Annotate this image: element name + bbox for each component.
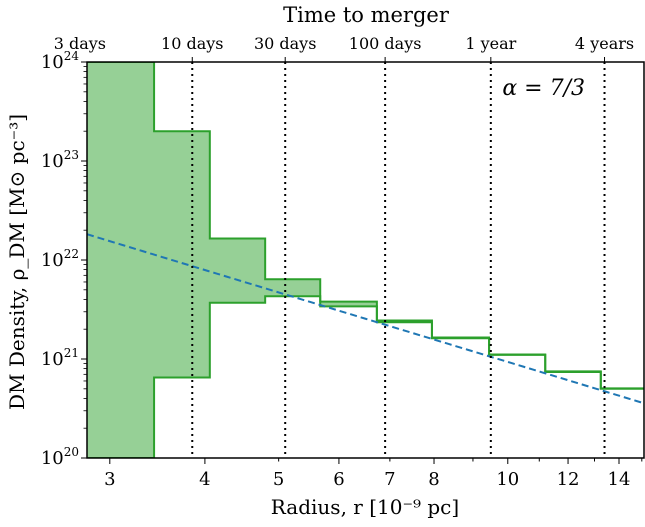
axes: 3 days 10 days 30 days 100 days 1 year 4 year… bbox=[41, 34, 645, 490]
alpha-annotation: α = 7/3 bbox=[502, 76, 585, 101]
y-tick-label: 1024 bbox=[41, 49, 80, 73]
time-marker-label-3: 30 days bbox=[254, 34, 316, 53]
x-tick-label: 7 bbox=[384, 469, 395, 490]
y-tick-label: 1021 bbox=[41, 346, 79, 370]
x-tick-label: 3 bbox=[104, 469, 115, 490]
time-marker-label-2: 10 days bbox=[161, 34, 223, 53]
y-tick-label: 1022 bbox=[41, 247, 79, 271]
density-band-fill bbox=[87, 62, 644, 458]
x-tick-label: 10 bbox=[496, 469, 519, 490]
y-axis-title: DM Density, ρ_DM [M⊙ pc⁻³] bbox=[5, 114, 29, 410]
time-marker-label-6: 4 years bbox=[575, 34, 634, 53]
x-tick-label: 6 bbox=[333, 469, 344, 490]
x-tick-label: 5 bbox=[273, 469, 284, 490]
x-tick-label: 12 bbox=[557, 469, 580, 490]
plot-clip bbox=[87, 62, 644, 458]
top-axis-title: Time to merger bbox=[283, 3, 450, 27]
x-tick-label: 8 bbox=[428, 469, 439, 490]
time-marker-label-1: 3 days bbox=[54, 34, 106, 53]
y-tick-label: 1020 bbox=[41, 445, 79, 469]
power-law-line bbox=[87, 233, 644, 405]
time-marker-label-4: 100 days bbox=[349, 34, 422, 53]
x-tick-label: 14 bbox=[608, 469, 631, 490]
y-tick-label: 1023 bbox=[41, 148, 79, 172]
x-tick-label: 4 bbox=[199, 469, 210, 490]
x-axis-title: Radius, r [10⁻⁹ pc] bbox=[271, 495, 459, 519]
time-marker-label-5: 1 year bbox=[465, 34, 516, 53]
band-lower-edge bbox=[87, 295, 644, 458]
plot-area bbox=[87, 62, 644, 458]
